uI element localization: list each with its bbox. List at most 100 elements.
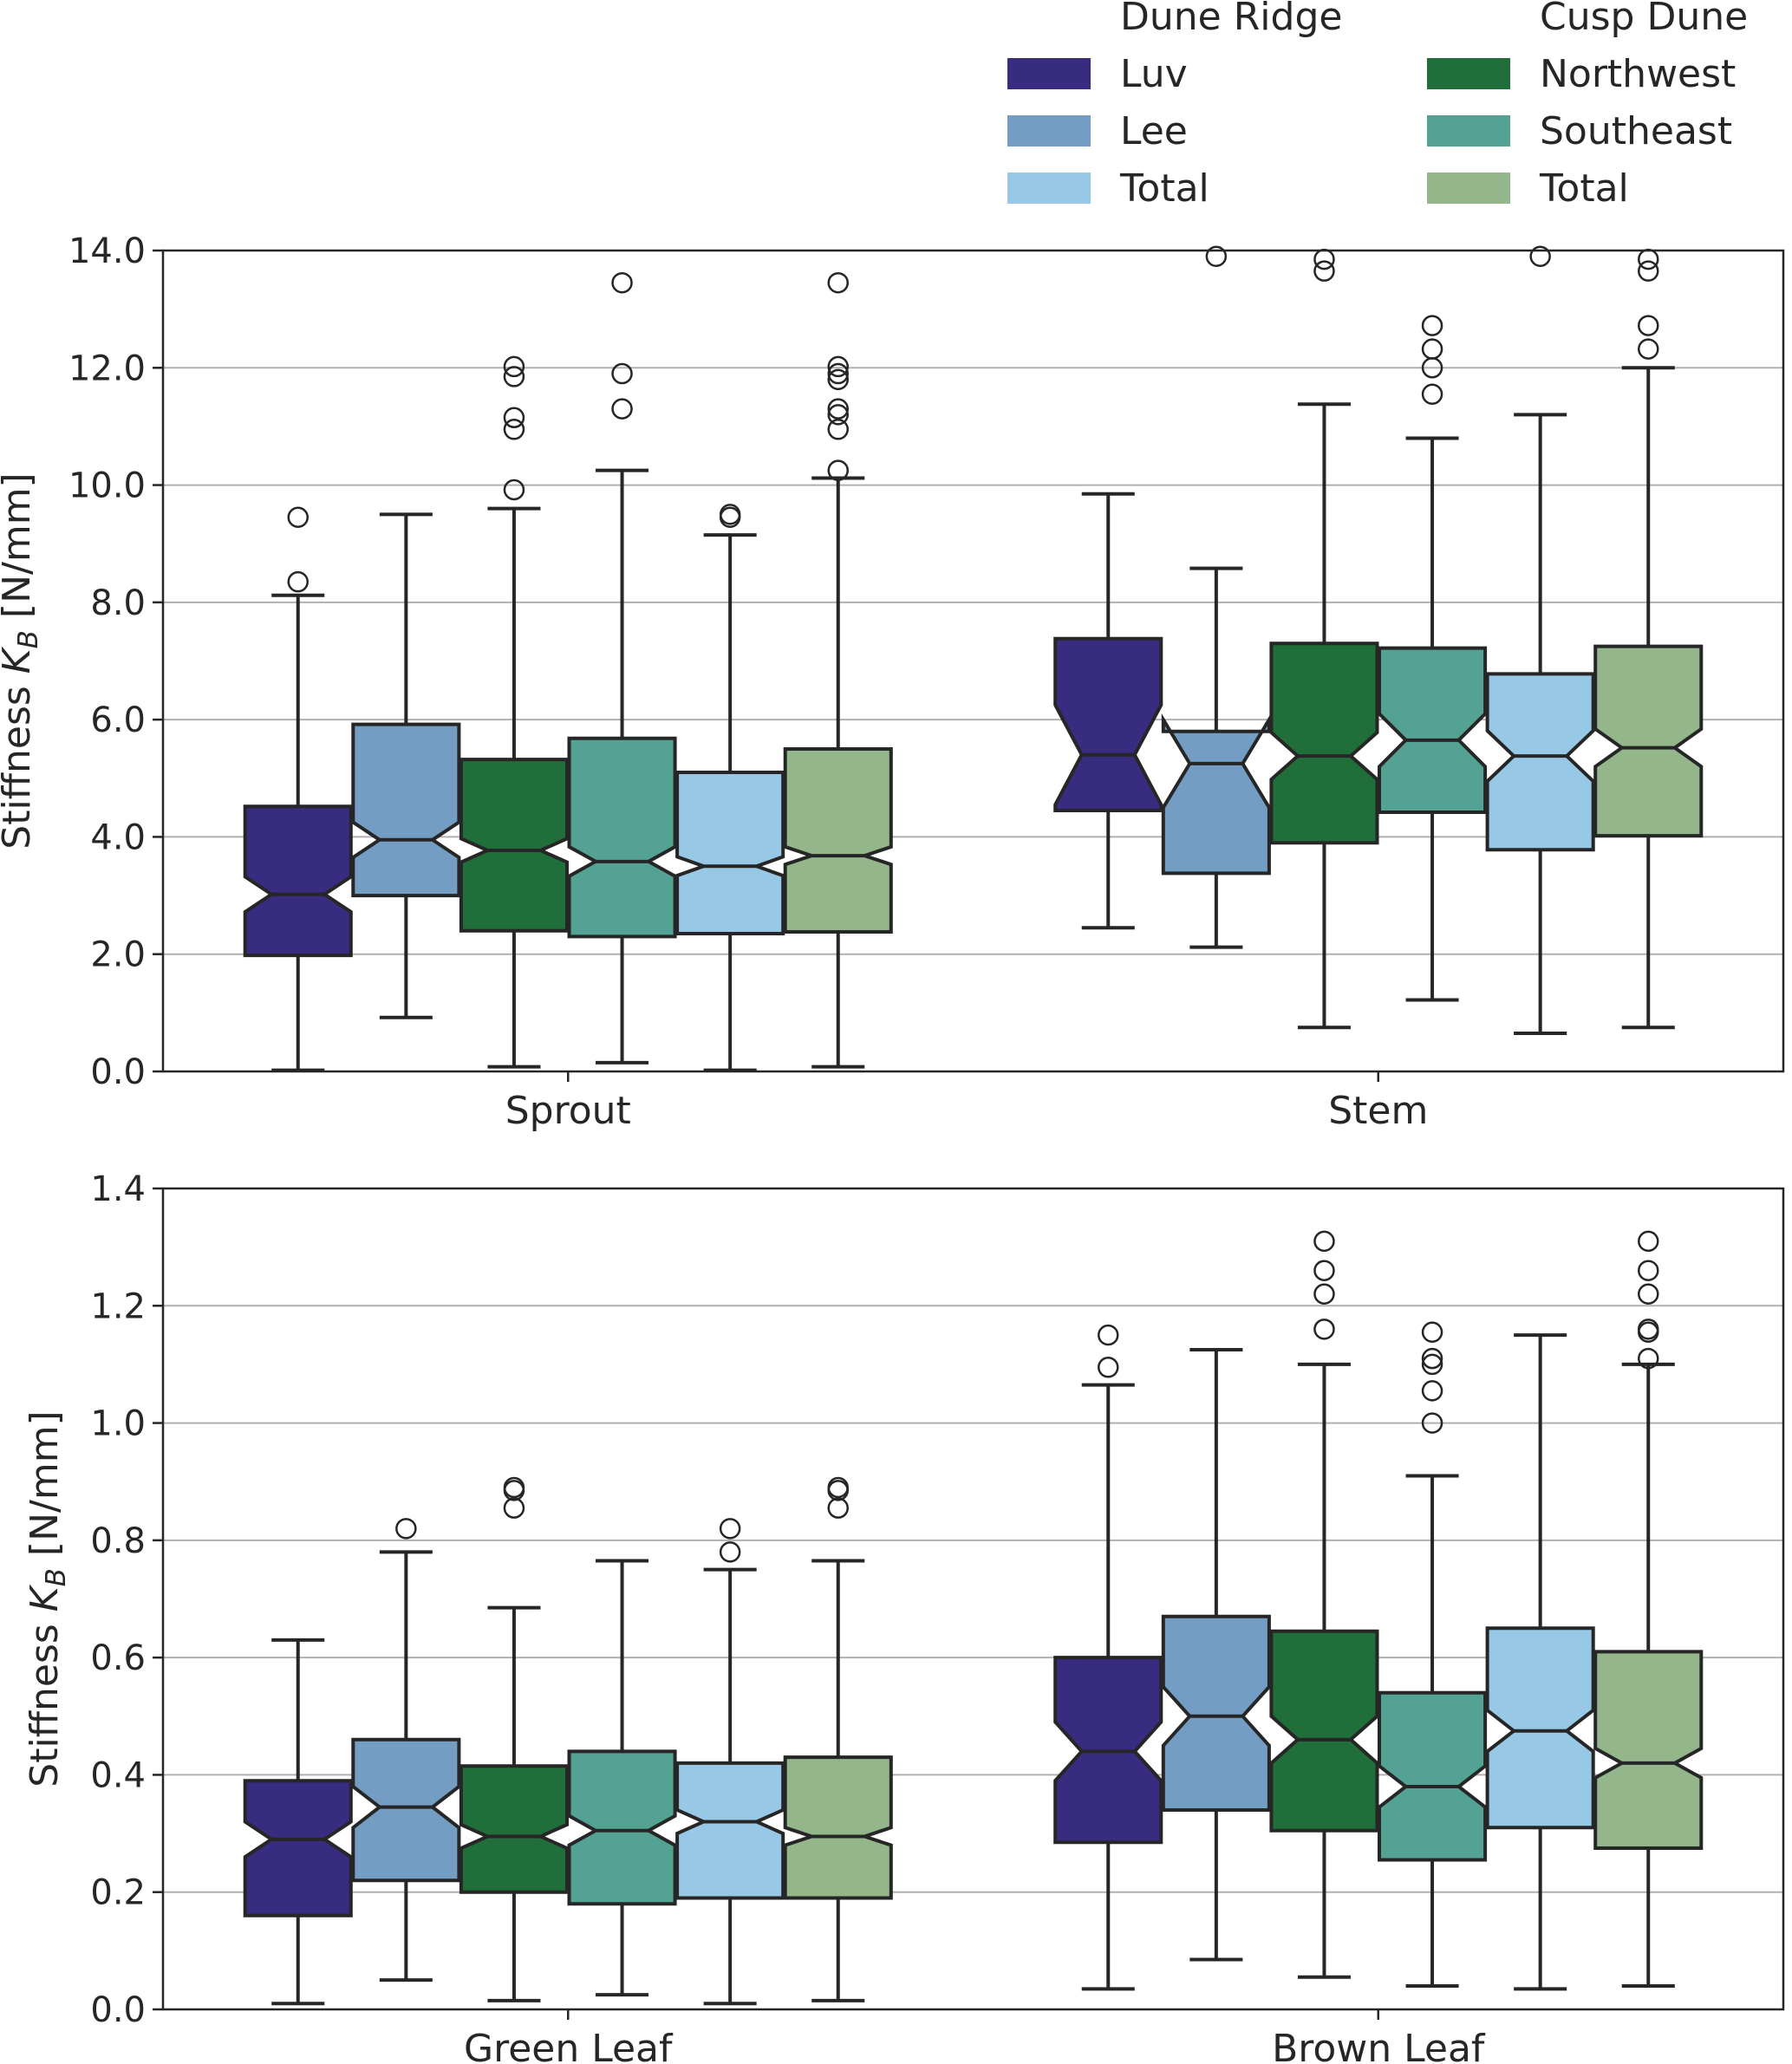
flier-0 [719,1541,741,1563]
box-body [351,1737,461,1883]
box-body [783,747,893,934]
flier-3 [1421,1347,1443,1370]
box-body [1269,641,1379,845]
y-tick-label-0-7: 14.0 [68,231,146,271]
legend-label-0-1: Lee [1120,109,1188,153]
flier-4 [1421,1321,1443,1343]
box-1-1-4 [1485,1333,1595,1991]
box-1-0-1 [351,1518,461,1983]
box-body [1593,644,1704,838]
box-0-1-4 [1485,245,1595,1036]
flier-0 [611,398,633,420]
y-tick-label-1-0: 0.0 [90,1990,146,2030]
legend-swatch-1-0 [1427,58,1510,89]
legend-title-0: Dune Ridge [1120,0,1342,39]
box-1-1-1 [1161,1348,1271,1962]
flier-0 [287,570,309,593]
y-tick-label-1-6: 1.2 [90,1286,146,1326]
y-tick-label-0-3: 6.0 [90,700,146,740]
flier-1 [1638,315,1659,336]
flier-2 [1638,1318,1659,1340]
flier-0 [503,479,525,501]
box-body [243,1779,353,1918]
box-0-1-3 [1378,315,1488,1002]
flier-2 [827,1476,849,1499]
y-tick-label-1-7: 1.4 [90,1169,146,1209]
axes-frame-1 [161,1187,1785,2011]
y-tick-label-1-2: 0.4 [90,1755,146,1795]
flier-1 [611,362,633,385]
flier-2 [503,1476,525,1499]
y-tick-label-1-4: 0.8 [90,1521,146,1561]
axes-frame-0 [161,249,1785,1073]
box-0-0-2 [459,355,569,1069]
category-label-0-1: Stem [1328,1089,1428,1133]
box-0-0-1 [351,512,461,1019]
legend-label-0-0: Luv [1120,52,1188,96]
legend-swatch-0-2 [1007,173,1091,204]
box-1-1-5 [1593,1230,1704,1988]
legend-label-1-2: Total [1539,166,1629,211]
y-axis-label-1: Stiffness KB [N/mm] [23,1410,72,1787]
box-body [459,1764,569,1894]
flier-0 [1205,245,1228,268]
box-body [783,1755,893,1900]
flier-2 [1313,1260,1335,1281]
box-body [459,758,569,933]
flier-1 [1098,1324,1119,1346]
top-panel-boxplot: 0.0 2.0 4.0 6.0 8.0 10.0 12.0 14.0 Stiffness KB … [0,231,1785,1133]
box-body [675,1761,785,1900]
box-0-0-3 [567,271,677,1065]
flier-0 [1313,1318,1335,1340]
legend-label-1-0: Northwest [1540,52,1736,96]
y-tick-label-1-1: 0.2 [90,1873,146,1913]
box-body [1161,1614,1271,1812]
y-tick-label-0-5: 10.0 [68,466,146,506]
category-label-0-0: Sprout [505,1089,631,1133]
legend-swatch-0-1 [1007,115,1091,146]
flier-0 [827,459,849,481]
box-1-0-5 [783,1476,893,2002]
flier-2 [1638,260,1659,282]
flier-6 [827,355,849,378]
box-1-0-2 [459,1476,569,2002]
y-tick-label-0-2: 4.0 [90,817,146,857]
flier-0 [1421,1412,1443,1434]
bottom-panel-boxplot: 0.0 0.2 0.4 0.6 0.8 1.0 1.2 1.4 Stiffness KB [N/… [23,1169,1785,2064]
category-label-1-0: Green Leaf [464,2027,674,2064]
box-body [243,804,353,958]
flier-0 [1529,245,1551,268]
flier-5 [827,362,849,385]
box-body [1378,1690,1488,1862]
flier-1 [719,504,741,525]
flier-3 [1638,248,1659,270]
flier-0 [395,1518,417,1540]
box-body [1593,1650,1704,1850]
box-1-0-3 [567,1559,677,1997]
flier-0 [1638,338,1659,360]
box-body [1161,713,1271,876]
flier-0 [1638,1347,1659,1370]
flier-0 [827,1497,849,1519]
flier-4 [827,368,849,391]
box-body [1485,672,1595,852]
legend-swatch-1-1 [1427,115,1510,146]
flier-1 [719,1518,741,1540]
flier-4 [1638,1260,1659,1281]
flier-3 [827,398,849,420]
flier-1 [1313,1283,1335,1305]
flier-5 [1638,1230,1659,1253]
flier-3 [1421,315,1443,336]
box-1-1-3 [1378,1321,1488,1988]
flier-3 [1313,1230,1335,1253]
flier-3 [1638,1283,1659,1305]
flier-0 [1098,1357,1119,1378]
flier-3 [503,366,525,387]
flier-2 [1421,1353,1443,1376]
y-axis-label-0: Stiffness KB [N/mm] [0,472,44,849]
y-tick-label-1-5: 1.0 [90,1404,146,1444]
box-body [351,722,461,898]
flier-2 [827,404,849,426]
box-1-0-4 [675,1518,785,2006]
